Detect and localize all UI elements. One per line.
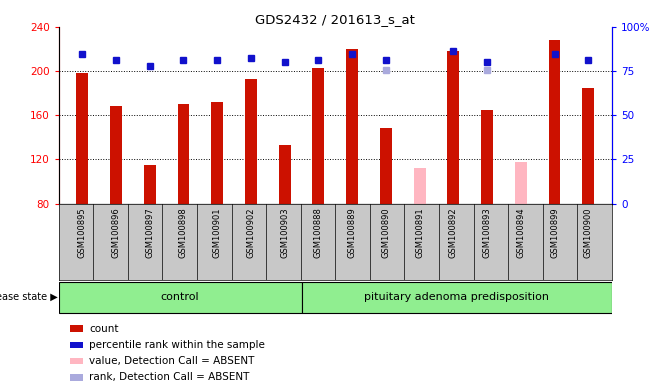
Text: count: count bbox=[89, 323, 118, 334]
Text: GSM100901: GSM100901 bbox=[213, 207, 222, 258]
Bar bbox=[70, 374, 83, 381]
Text: GSM100892: GSM100892 bbox=[449, 207, 458, 258]
Bar bbox=[70, 342, 83, 348]
Bar bbox=[312, 68, 324, 204]
Bar bbox=[76, 73, 88, 204]
Bar bbox=[447, 51, 459, 204]
Text: GSM100899: GSM100899 bbox=[550, 207, 559, 258]
Text: percentile rank within the sample: percentile rank within the sample bbox=[89, 340, 265, 350]
Bar bbox=[414, 168, 426, 204]
Text: GSM100888: GSM100888 bbox=[314, 207, 323, 258]
Text: GSM100889: GSM100889 bbox=[348, 207, 357, 258]
Bar bbox=[481, 110, 493, 204]
Bar bbox=[110, 106, 122, 204]
Bar bbox=[583, 88, 594, 204]
Text: rank, Detection Call = ABSENT: rank, Detection Call = ABSENT bbox=[89, 372, 249, 382]
Bar bbox=[301, 282, 612, 313]
Bar bbox=[549, 40, 561, 204]
Bar bbox=[380, 128, 392, 204]
Text: control: control bbox=[161, 292, 199, 302]
Text: pituitary adenoma predisposition: pituitary adenoma predisposition bbox=[364, 292, 549, 302]
Text: GSM100893: GSM100893 bbox=[482, 207, 492, 258]
Text: GSM100897: GSM100897 bbox=[145, 207, 154, 258]
Bar bbox=[279, 145, 290, 204]
Text: GSM100896: GSM100896 bbox=[111, 207, 120, 258]
Bar bbox=[178, 104, 189, 204]
Title: GDS2432 / 201613_s_at: GDS2432 / 201613_s_at bbox=[255, 13, 415, 26]
Text: GSM100894: GSM100894 bbox=[516, 207, 525, 258]
Text: value, Detection Call = ABSENT: value, Detection Call = ABSENT bbox=[89, 356, 255, 366]
Bar bbox=[70, 325, 83, 332]
Text: GSM100902: GSM100902 bbox=[247, 207, 255, 258]
Text: GSM100903: GSM100903 bbox=[280, 207, 289, 258]
Text: GSM100900: GSM100900 bbox=[584, 207, 593, 258]
Bar bbox=[59, 282, 301, 313]
Bar bbox=[70, 358, 83, 364]
Text: GSM100898: GSM100898 bbox=[179, 207, 188, 258]
Bar bbox=[245, 79, 256, 204]
Bar bbox=[212, 102, 223, 204]
Bar bbox=[346, 49, 358, 204]
Text: GSM100891: GSM100891 bbox=[415, 207, 424, 258]
Text: disease state ▶: disease state ▶ bbox=[0, 292, 57, 302]
Text: GSM100895: GSM100895 bbox=[77, 207, 87, 258]
Text: GSM100890: GSM100890 bbox=[381, 207, 391, 258]
Bar bbox=[515, 162, 527, 204]
Bar bbox=[144, 165, 156, 204]
